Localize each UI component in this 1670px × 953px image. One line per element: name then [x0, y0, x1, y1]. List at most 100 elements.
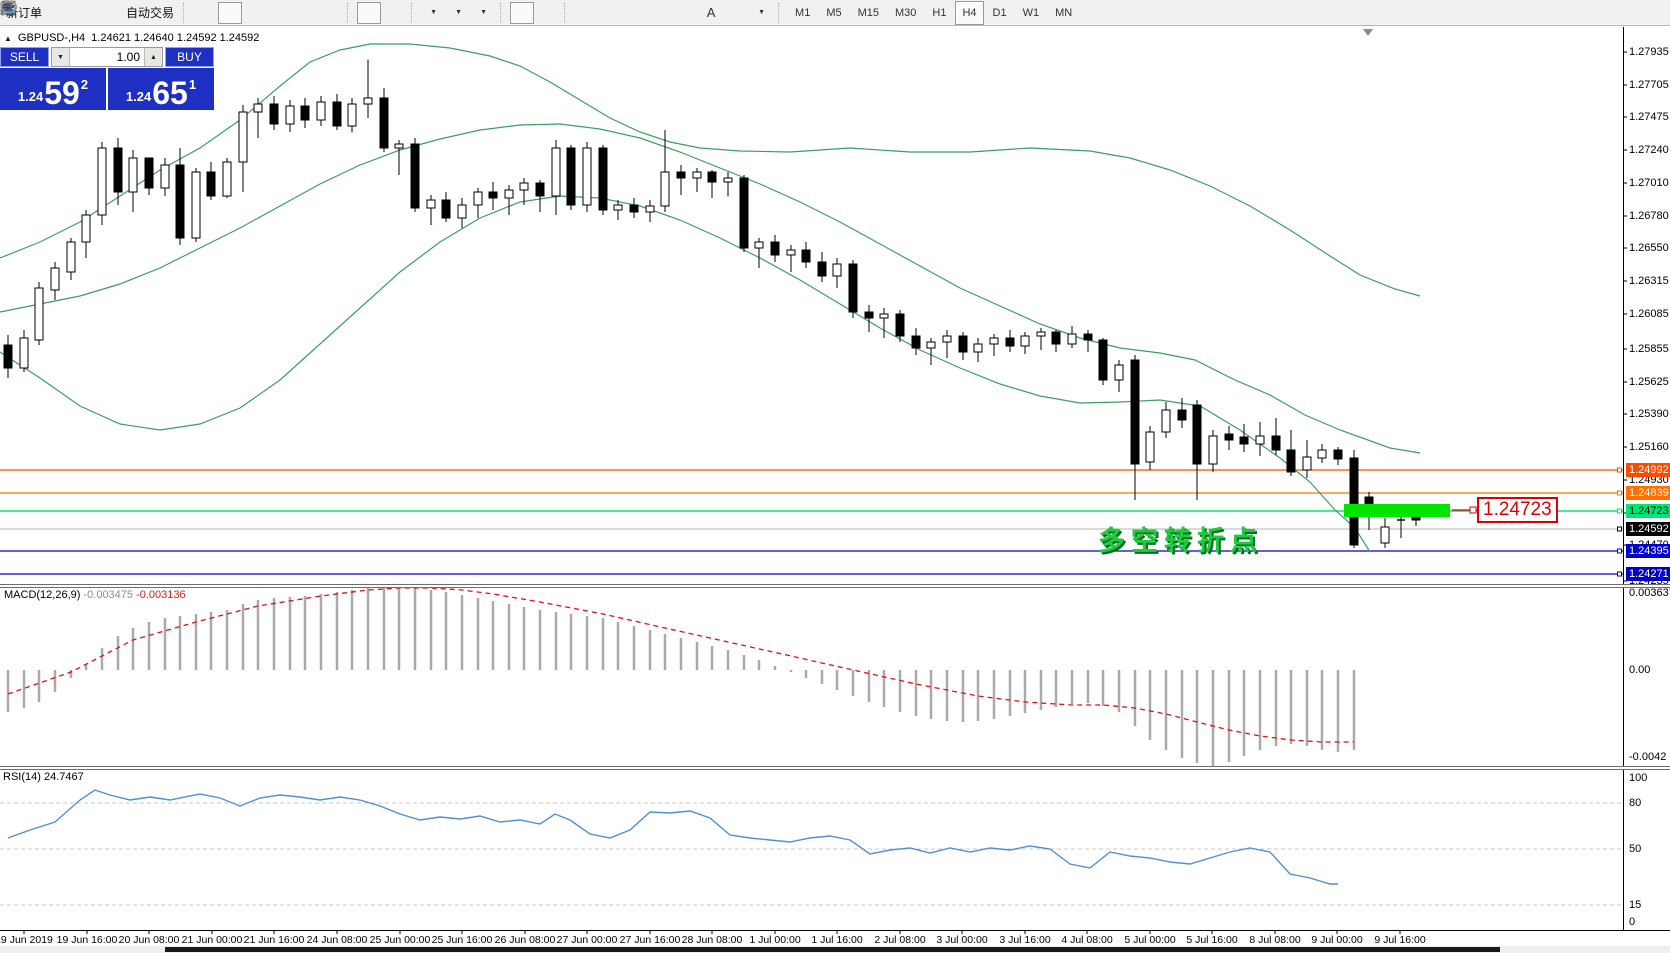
time-tick-label: 1 Jul 16:00: [811, 934, 863, 946]
price-tick-label: 1.26315: [1629, 275, 1669, 287]
time-tick-label: 5 Jul 00:00: [1124, 934, 1176, 946]
time-axis-line: [0, 930, 1670, 931]
toolbar-separator: [411, 2, 417, 23]
price-tick-label: 1.27705: [1629, 79, 1669, 91]
price-line-anchor: [1617, 508, 1622, 514]
price-tick-label: 1.27475: [1629, 111, 1669, 123]
price-tick-label: 1.26550: [1629, 242, 1669, 254]
timeframe-m1[interactable]: M1: [795, 6, 811, 19]
search-icon[interactable]: [0, 0, 17, 17]
chat-icon[interactable]: [0, 0, 19, 16]
time-tick-label: 27 Jun 00:00: [556, 934, 618, 946]
timeframe-h4[interactable]: H4: [955, 0, 984, 25]
volume-stepper[interactable]: ▼ 1.00 ▲: [51, 47, 163, 67]
price-highlight-label: 1.24992: [1626, 463, 1670, 477]
time-tick-label: 26 Jun 08:00: [494, 934, 556, 946]
indicator-scale-label: 0.00: [1629, 664, 1651, 676]
rsi-pane-splitter[interactable]: [0, 766, 1670, 770]
price-line-anchor: [1617, 490, 1622, 496]
macd-pane-splitter[interactable]: [0, 584, 1670, 588]
time-tick-label: 3 Jul 16:00: [999, 934, 1051, 946]
sell-price-panel[interactable]: 1.24 59 2: [0, 68, 106, 110]
indicator-scale-label: 15: [1629, 899, 1642, 911]
autotrading-label: 自动交易: [126, 6, 175, 20]
svg-text:T: T: [5, 3, 11, 13]
sell-price-big: 59: [44, 75, 80, 111]
price-tick-label: 1.27010: [1629, 177, 1669, 189]
indicator-scale-label: 80: [1629, 797, 1642, 809]
sell-button[interactable]: SELL: [0, 47, 49, 67]
volume-increment-button[interactable]: ▲: [144, 48, 162, 66]
rsi-label: RSI(14) 24.7467: [3, 771, 84, 783]
timeframe-h1[interactable]: H1: [932, 6, 947, 19]
horizontal-scrollbar[interactable]: [0, 946, 1670, 953]
macd-signal-value: -0.003136: [136, 589, 186, 601]
time-tick-label: 3 Jul 00:00: [936, 934, 988, 946]
price-tick-label: 1.26780: [1629, 210, 1669, 222]
toolbar-separator: [500, 2, 506, 23]
time-tick-label: 4 Jul 08:00: [1061, 934, 1113, 946]
sell-price-sup: 2: [80, 77, 89, 92]
chart-title: ▲ GBPUSD-,H4 1.24621 1.24640 1.24592 1.2…: [4, 32, 259, 44]
price-tick-label: 1.24930: [1629, 474, 1669, 486]
timeframe-d1[interactable]: D1: [992, 6, 1007, 19]
timeframe-mn[interactable]: MN: [1055, 6, 1073, 19]
buy-price-small: 1.24: [125, 89, 152, 104]
dropdown-caret-icon: ▼: [455, 9, 462, 16]
price-axis-line: [1623, 27, 1624, 930]
one-click-trading-panel: SELL ▼ 1.00 ▲ BUY 1.24 59 2 1.24 65 1: [0, 47, 214, 110]
time-tick-label: 27 Jun 16:00: [619, 934, 681, 946]
price-line-anchor: [1617, 548, 1622, 554]
timeframe-m5[interactable]: M5: [826, 6, 842, 19]
timeframe-m15[interactable]: M15: [857, 6, 879, 19]
chart-annotation-text[interactable]: 多空转折点: [1098, 526, 1263, 557]
time-tick-label: 24 Jun 08:00: [306, 934, 368, 946]
price-line-anchor: [1617, 571, 1622, 577]
time-tick-label: 1 Jul 00:00: [749, 934, 801, 946]
toolbar-separator: [564, 2, 570, 23]
toolbar-separator: [347, 2, 353, 23]
macd-main-value: -0.003475: [83, 589, 134, 601]
macd-label: MACD(12,26,9) -0.003475 -0.003136: [4, 589, 186, 601]
dropdown-caret-icon: ▼: [480, 9, 487, 16]
timeframe-w1[interactable]: W1: [1022, 6, 1040, 19]
price-tick-label: 1.25625: [1629, 376, 1669, 388]
text-tool-button[interactable]: A: [699, 2, 723, 24]
ohlc-quotes: 1.24621 1.24640 1.24592 1.24592: [91, 32, 260, 44]
price-highlight-label: 1.24395: [1626, 544, 1670, 558]
text-icon: A: [706, 5, 716, 20]
buy-price-big: 65: [152, 75, 188, 111]
price-tick-label: 1.27240: [1629, 144, 1669, 156]
price-tick-label: 1.25390: [1629, 408, 1669, 420]
price-highlight-label: 1.24592: [1626, 522, 1670, 536]
indicator-scale-label: 0.003637: [1629, 587, 1670, 599]
price-highlight-label: 1.24271: [1626, 567, 1670, 581]
volume-value[interactable]: 1.00: [116, 50, 140, 64]
price-callout-label[interactable]: 1.24723: [1477, 497, 1558, 523]
collapse-triangle-icon[interactable]: ▲: [4, 33, 12, 43]
timeframe-group: M1 M5 M15 M30 H1 H4 D1 W1 MN: [788, 0, 1079, 25]
time-tick-label: 2 Jul 08:00: [874, 934, 926, 946]
toolbar-separator: [183, 2, 189, 23]
time-tick-label: 5 Jul 16:00: [1186, 934, 1238, 946]
indicator-scale-label: 100: [1629, 772, 1648, 784]
buy-button[interactable]: BUY: [165, 47, 214, 67]
time-tick-label: 8 Jul 08:00: [1249, 934, 1301, 946]
time-tick-label: 19 Jun 2019: [0, 934, 53, 946]
volume-decrement-button[interactable]: ▼: [52, 48, 70, 66]
toolbar-separator: [778, 2, 784, 23]
buy-price-panel[interactable]: 1.24 65 1: [108, 68, 214, 110]
price-line-anchor: [1617, 467, 1622, 473]
price-highlight-label: 1.24839: [1626, 486, 1670, 500]
indicator-scale-label: -0.0042: [1629, 751, 1667, 763]
symbol-period-label: GBPUSD-,H4: [17, 32, 86, 44]
indicator-scale-label: 50: [1629, 843, 1642, 855]
scrollbar-thumb[interactable]: [165, 947, 1500, 952]
time-tick-label: 28 Jun 08:00: [681, 934, 743, 946]
price-tick-label: 1.25160: [1629, 441, 1669, 453]
rsi-value: 24.7467: [43, 771, 84, 783]
time-tick-label: 19 Jun 16:00: [56, 934, 118, 946]
buy-price-sup: 1: [188, 77, 197, 92]
timeframe-m30[interactable]: M30: [895, 6, 917, 19]
